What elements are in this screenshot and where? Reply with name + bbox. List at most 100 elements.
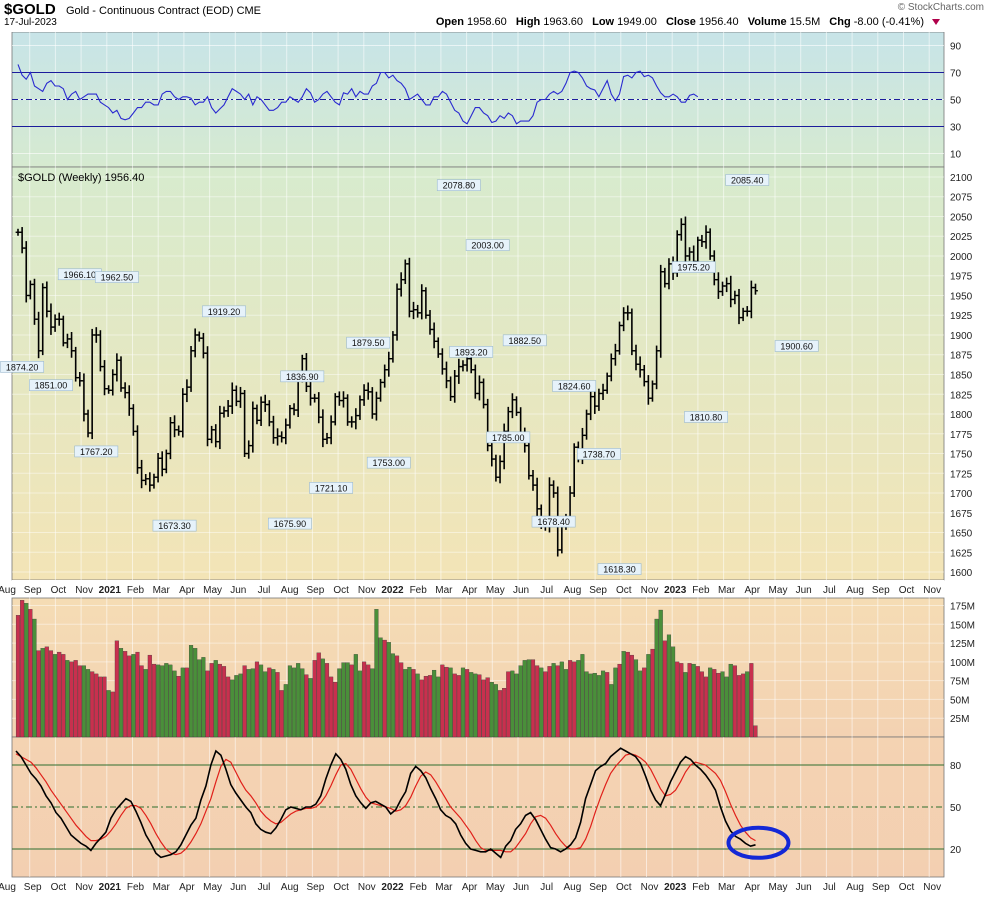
volume-bar <box>57 651 62 738</box>
volume-bar <box>98 676 103 738</box>
extreme-marker: 1673.30 <box>152 519 197 532</box>
extreme-marker: 1810.80 <box>684 411 728 423</box>
volume-bar <box>687 663 692 738</box>
volume-bar <box>20 600 25 738</box>
volume-bar <box>625 651 630 738</box>
stochastic-tick-label: 50 <box>950 803 962 814</box>
extreme-marker: 1882.50 <box>502 334 547 347</box>
volume-bar <box>110 691 115 738</box>
extreme-marker: 1851.00 <box>29 379 73 392</box>
volume-bar <box>188 645 194 738</box>
volume-bar <box>386 642 391 738</box>
volume-bar <box>390 653 395 738</box>
volume-bar <box>469 672 474 738</box>
volume-bar <box>741 673 746 738</box>
volume-tick-label: 25M <box>950 714 969 725</box>
volume-bar <box>131 654 136 738</box>
volume-tick-label: 150M <box>950 620 975 631</box>
marker-box <box>449 346 494 358</box>
marker-box <box>597 563 642 575</box>
marker-box <box>684 411 728 423</box>
volume-bar <box>254 661 260 738</box>
time-axis-label-bottom: Nov <box>75 882 93 893</box>
time-axis-label-bottom: Apr <box>462 882 478 893</box>
volume-bar <box>526 659 531 738</box>
volume-bar <box>720 671 725 738</box>
volume-bar <box>65 660 70 738</box>
volume-bar <box>584 671 589 738</box>
volume-bar <box>650 648 655 738</box>
contract-name: Gold - Continuous Contract (EOD) <box>66 5 234 17</box>
time-axis-label-bottom: Sep <box>307 882 325 893</box>
volume-bar <box>724 676 729 738</box>
volume-bar <box>81 665 86 738</box>
marker-label: 1882.50 <box>508 336 541 346</box>
exchange-name: CME <box>236 5 262 17</box>
volume-bar <box>353 654 358 738</box>
volume-bar <box>324 663 330 738</box>
time-axis-label-mid: Jul <box>258 585 271 596</box>
volume-bar <box>53 654 58 738</box>
price-panel <box>11 166 945 581</box>
marker-box <box>280 370 325 383</box>
gold-weekly-chart[interactable]: 1874.20 1851.00 1966.10 1767.20 1962.50 1673.… <box>0 32 990 897</box>
rsi-tick-label: 10 <box>950 150 962 161</box>
price-tick-label: 2075 <box>950 193 973 204</box>
volume-bar <box>337 668 342 738</box>
time-axis-label-mid: Oct <box>51 585 67 596</box>
volume-bar <box>296 663 301 738</box>
volume-bar <box>44 646 49 738</box>
symbol-description: Gold - Continuous Contract (EOD) CME <box>66 5 261 17</box>
time-axis-label-bottom: Jun <box>230 882 246 893</box>
marker-label: 1721.10 <box>315 483 348 493</box>
extreme-marker: 1785.00 <box>486 431 531 444</box>
highlight-circle <box>726 825 791 860</box>
volume-bar <box>345 662 350 738</box>
time-axis-label-mid: Sep <box>589 585 607 596</box>
volume-bar <box>679 663 684 738</box>
marker-label: 1966.10 <box>64 270 97 280</box>
time-axis-label-bottom: Nov <box>358 882 376 893</box>
marker-label: 2085.40 <box>731 175 764 185</box>
marker-box <box>725 174 770 186</box>
volume-bar <box>605 672 610 738</box>
volume-bar <box>94 673 99 738</box>
time-axis-label-bottom: May <box>486 882 505 893</box>
volume-bar <box>477 674 482 738</box>
marker-label: 1673.30 <box>158 521 191 531</box>
marker-box <box>29 379 73 392</box>
high-value: 1963.60 <box>543 16 584 28</box>
marker-label: 1678.40 <box>537 517 570 527</box>
volume-bar <box>205 670 210 738</box>
volume-bar <box>708 667 713 738</box>
volume-bar <box>551 663 556 738</box>
volume-bar <box>312 660 317 738</box>
symbol-title: $GOLD <box>4 1 56 18</box>
volume-bar <box>580 654 585 738</box>
volume-bar <box>568 660 573 738</box>
marker-label: 1836.90 <box>286 372 319 382</box>
time-axis-label-bottom: Sep <box>589 882 607 893</box>
volume-bar <box>234 675 239 738</box>
volume-bar <box>217 663 222 738</box>
marker-label: 1753.00 <box>373 458 406 468</box>
marker-label: 1975.20 <box>677 263 710 273</box>
volume-bar <box>279 690 284 738</box>
price-bar <box>753 283 758 295</box>
marker-label: 1900.60 <box>780 342 813 352</box>
volume-bar <box>691 663 696 738</box>
price-tick-label: 2000 <box>950 252 973 263</box>
price-tick-label: 1800 <box>950 410 973 421</box>
volume-tick-label: 125M <box>950 639 975 650</box>
volume-bar <box>543 671 548 738</box>
volume-bar <box>283 684 288 738</box>
volume-bar <box>497 690 503 738</box>
volume-bar <box>135 651 140 738</box>
volume-bar <box>629 654 634 738</box>
time-axis-label-bottom: May <box>769 882 788 893</box>
time-axis-label-bottom: Apr <box>745 882 761 893</box>
low-label: Low <box>592 16 615 28</box>
volume-bar <box>403 669 408 738</box>
marker-label: 1785.00 <box>492 433 525 443</box>
volume-bar <box>609 684 614 738</box>
